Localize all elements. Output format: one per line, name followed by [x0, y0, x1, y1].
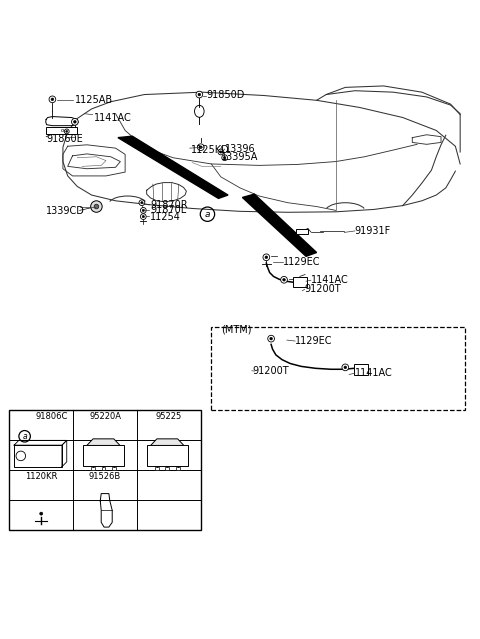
Circle shape [72, 118, 78, 125]
Text: 1141AC: 1141AC [355, 368, 393, 378]
Bar [14, 445, 62, 466]
Circle shape [141, 208, 146, 213]
Text: 13396: 13396 [225, 144, 255, 154]
Text: (MTM): (MTM) [221, 324, 252, 334]
Circle shape [64, 129, 69, 134]
Text: 91870L: 91870L [150, 205, 186, 215]
Circle shape [218, 149, 224, 155]
Text: 1141AC: 1141AC [311, 275, 348, 285]
Circle shape [344, 366, 347, 369]
Text: 95225: 95225 [156, 412, 182, 421]
Text: 1129EC: 1129EC [295, 336, 333, 346]
Text: 91200T: 91200T [252, 366, 288, 376]
Text: 91806C: 91806C [36, 412, 68, 421]
Circle shape [196, 91, 203, 98]
Circle shape [66, 130, 68, 132]
Bar [91, 467, 95, 470]
Circle shape [222, 155, 228, 160]
Text: 1339CD: 1339CD [46, 206, 85, 216]
Circle shape [283, 279, 286, 281]
Bar [112, 467, 116, 470]
Bar [9, 410, 201, 530]
Circle shape [198, 93, 201, 96]
Circle shape [142, 209, 144, 212]
Text: a: a [22, 432, 27, 441]
Circle shape [142, 215, 144, 218]
Bar [297, 229, 308, 235]
Circle shape [281, 277, 288, 283]
Polygon shape [242, 194, 317, 256]
Bar [155, 467, 159, 470]
Circle shape [51, 98, 54, 101]
Text: 91870R: 91870R [150, 199, 188, 210]
Text: 91850D: 91850D [206, 89, 245, 100]
Text: 95220A: 95220A [89, 412, 121, 421]
Text: 13395A: 13395A [221, 152, 258, 162]
Circle shape [40, 512, 43, 515]
Text: 1141AC: 1141AC [94, 114, 132, 123]
Circle shape [263, 254, 270, 261]
Circle shape [199, 146, 202, 148]
Circle shape [49, 96, 56, 103]
Bar [176, 467, 180, 470]
Circle shape [73, 121, 76, 123]
Text: 1120KR: 1120KR [25, 472, 58, 481]
Polygon shape [87, 439, 120, 445]
Circle shape [270, 337, 273, 340]
Text: a: a [204, 210, 210, 219]
Bar [83, 445, 124, 466]
Text: 91931F: 91931F [355, 226, 391, 236]
Circle shape [91, 201, 102, 212]
Circle shape [94, 204, 99, 209]
Circle shape [141, 201, 143, 204]
Text: o: o [60, 128, 64, 133]
Circle shape [141, 213, 146, 219]
Text: 1125AB: 1125AB [75, 95, 113, 105]
Text: 91860E: 91860E [46, 134, 83, 144]
Text: 11254: 11254 [150, 212, 181, 222]
Circle shape [342, 364, 348, 371]
Text: 1129EC: 1129EC [283, 257, 321, 267]
Text: 91526B: 91526B [89, 472, 121, 481]
Circle shape [139, 200, 145, 206]
Polygon shape [118, 136, 228, 199]
Bar [146, 445, 188, 466]
Bar [165, 467, 169, 470]
Circle shape [265, 256, 268, 259]
Polygon shape [151, 439, 184, 445]
Bar [293, 277, 307, 287]
Circle shape [220, 151, 222, 153]
Bar [46, 127, 77, 134]
Bar [102, 467, 105, 470]
Circle shape [197, 144, 204, 151]
Text: 91200T: 91200T [305, 284, 341, 295]
Bar [211, 327, 465, 410]
Circle shape [37, 510, 45, 518]
Text: 1125KD: 1125KD [191, 144, 230, 155]
Circle shape [268, 335, 275, 342]
Bar [354, 364, 368, 374]
Circle shape [224, 157, 226, 159]
